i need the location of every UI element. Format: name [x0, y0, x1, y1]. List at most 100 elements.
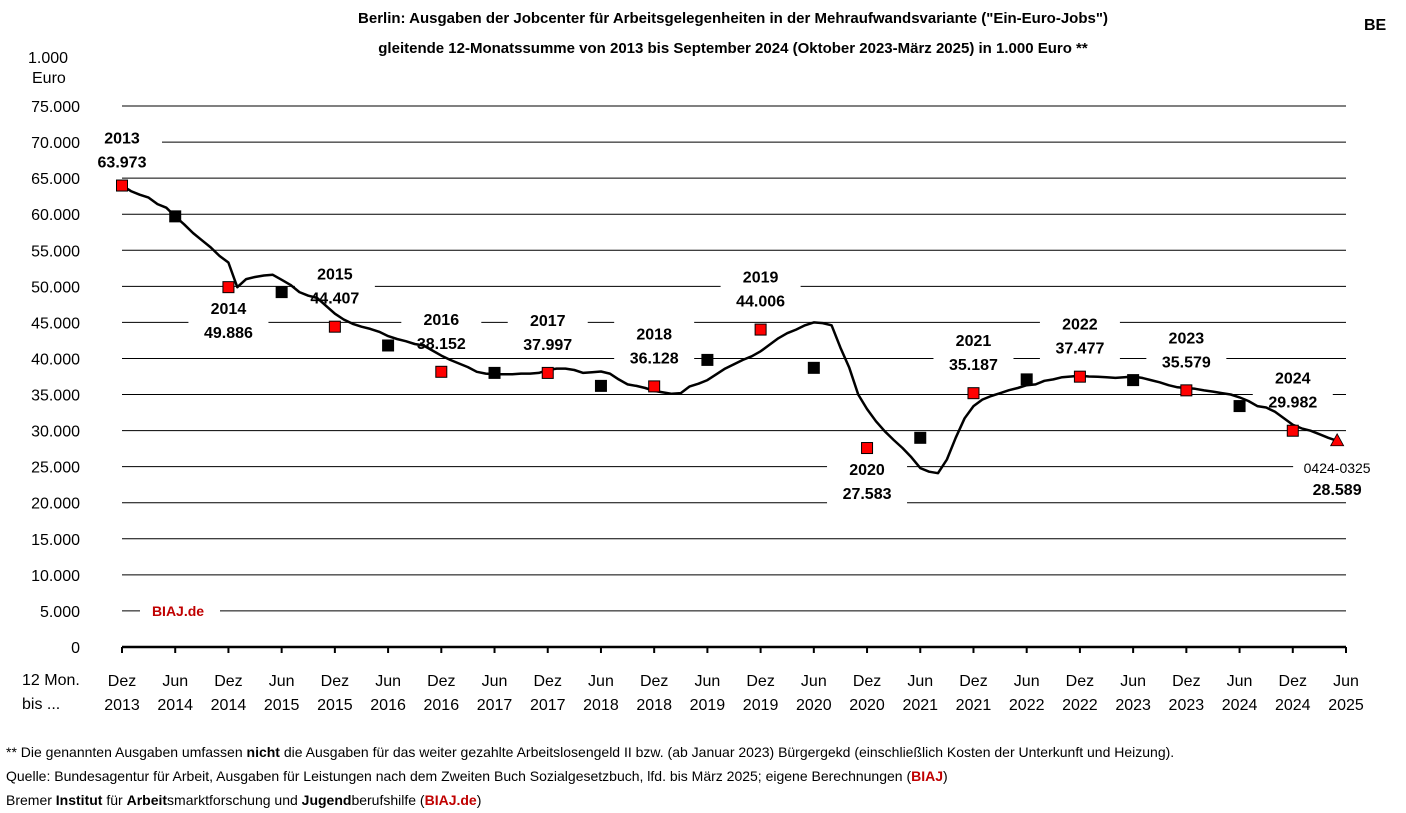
label-bg	[1039, 311, 1120, 360]
x-tick-label-year: 2014	[211, 697, 247, 714]
data-label-value: 35.187	[949, 357, 998, 374]
data-label-year: 2020	[849, 462, 885, 479]
x-tick-label-month: Dez	[746, 673, 774, 690]
footnote1-post: die Ausgaben für das weiter gezahlte Arb…	[279, 744, 1175, 760]
fn3-f: Jugend	[301, 792, 352, 808]
x-tick-label-year: 2018	[583, 697, 619, 714]
chart-subtitle: gleitende 12-Monatssumme von 2013 bis Se…	[378, 40, 1088, 57]
marker-june	[169, 210, 182, 223]
y-tick-label: 60.000	[31, 207, 80, 224]
y-tick-label: 55.000	[31, 243, 80, 260]
data-label-value: 29.982	[1268, 395, 1317, 412]
label-bg	[614, 321, 695, 370]
y-tick-label: 5.000	[40, 604, 80, 621]
label-bg	[294, 261, 375, 310]
x-tick-label-month: Dez	[214, 673, 242, 690]
marker-june	[1020, 373, 1033, 386]
data-label-year: 2016	[424, 312, 460, 329]
chart-title: Berlin: Ausgaben der Jobcenter für Arbei…	[358, 10, 1108, 27]
marker-december	[861, 442, 874, 455]
footnote2-post: )	[943, 768, 948, 784]
data-label-value: 37.997	[523, 337, 572, 354]
x-tick-label-month: Dez	[959, 673, 987, 690]
x-tick-label-month: Dez	[853, 673, 881, 690]
x-tick-label-year: 2022	[1062, 697, 1098, 714]
label-bg	[720, 264, 801, 313]
marker-december	[648, 380, 661, 393]
x-tick-label-year: 2023	[1169, 697, 1205, 714]
data-label-year: 2024	[1275, 371, 1311, 388]
x-tick-label-year: 2020	[849, 697, 885, 714]
data-label-year: 2017	[530, 313, 566, 330]
y-tick-label: 0	[71, 640, 80, 657]
y-tick-label: 75.000	[31, 99, 80, 116]
fn3-a: Bremer	[6, 792, 56, 808]
x-tick-label-year: 2022	[1009, 697, 1045, 714]
footnote2-red: BIAJ	[911, 768, 944, 784]
marker-december	[116, 179, 128, 192]
footnote-institute: Bremer Institut für Arbeitsmarktforschun…	[6, 792, 481, 808]
x-tick-label-year: 2015	[317, 697, 353, 714]
marker-june	[594, 379, 607, 392]
y-tick-label: 70.000	[31, 135, 80, 152]
marker-june	[275, 286, 288, 299]
x-tick-label-year: 2025	[1328, 697, 1364, 714]
x-tick-label-month: Jun	[1227, 673, 1253, 690]
fn3-i: )	[476, 792, 482, 808]
fn3-c: für	[102, 792, 127, 808]
footnote-exclusion: ** Die genannten Ausgaben umfassen nicht…	[6, 744, 1174, 760]
x-tick-label-month: Jun	[801, 673, 827, 690]
x-tick-label-month: Jun	[1014, 673, 1040, 690]
x-tick-label-year: 2017	[477, 697, 513, 714]
marker-june	[807, 361, 820, 374]
y-tick-label: 25.000	[31, 460, 80, 477]
x-tick-label-month: Jun	[1333, 673, 1359, 690]
x-tick-label-month: Jun	[694, 673, 720, 690]
x-tick-label-month: Jun	[1120, 673, 1146, 690]
x-tick-label-year: 2014	[157, 697, 193, 714]
x-tick-label-year: 2013	[104, 697, 140, 714]
y-tick-label: 10.000	[31, 568, 80, 585]
data-label-value: 44.006	[736, 294, 785, 311]
x-tick-label-year: 2017	[530, 697, 566, 714]
x-tick-label-month: Dez	[640, 673, 668, 690]
marker-december	[754, 323, 767, 336]
y-tick-label: 65.000	[31, 171, 80, 188]
fn3-h: BIAJ.de	[424, 792, 477, 808]
y-tick-label: 30.000	[31, 424, 80, 441]
x-tick-label-year: 2016	[424, 697, 460, 714]
x-tick-label-year: 2020	[796, 697, 832, 714]
y-axis-unit: 1.000 Euro	[28, 49, 88, 89]
x-tick-label-month: Jun	[588, 673, 614, 690]
marker-december	[222, 281, 235, 294]
x-unit-line2: bis ...	[22, 696, 61, 713]
label-bg	[401, 306, 482, 355]
x-tick-label-month: Dez	[1066, 673, 1094, 690]
marker-june	[382, 339, 395, 352]
marker-december	[541, 366, 554, 379]
data-label-value: 63.973	[98, 155, 147, 172]
x-tick-label-month: Jun	[162, 673, 188, 690]
marker-december	[1180, 384, 1193, 397]
marker-june	[914, 431, 927, 444]
y-tick-label: 35.000	[31, 388, 80, 405]
marker-june	[1127, 374, 1140, 387]
last-period-label: 0424-0325	[1304, 460, 1371, 476]
marker-december	[967, 387, 980, 400]
region-code: BE	[1364, 17, 1387, 34]
label-bg	[188, 296, 269, 345]
data-label-value: 27.583	[843, 486, 892, 503]
y-tick-label: 15.000	[31, 532, 80, 549]
y-tick-label: 50.000	[31, 279, 80, 296]
y-unit-line1: 1.000	[28, 50, 69, 67]
fn3-b: Institut	[55, 792, 103, 808]
last-label-bg	[1293, 455, 1384, 502]
marker-december	[1073, 370, 1086, 383]
data-label-year: 2013	[104, 131, 140, 148]
x-tick-label-year: 2018	[636, 697, 672, 714]
x-tick-label-year: 2024	[1275, 697, 1311, 714]
x-tick-label-month: Jun	[907, 673, 933, 690]
x-tick-label-year: 2021	[902, 697, 938, 714]
data-label-value: 44.407	[310, 291, 359, 308]
x-tick-label-month: Jun	[375, 673, 401, 690]
